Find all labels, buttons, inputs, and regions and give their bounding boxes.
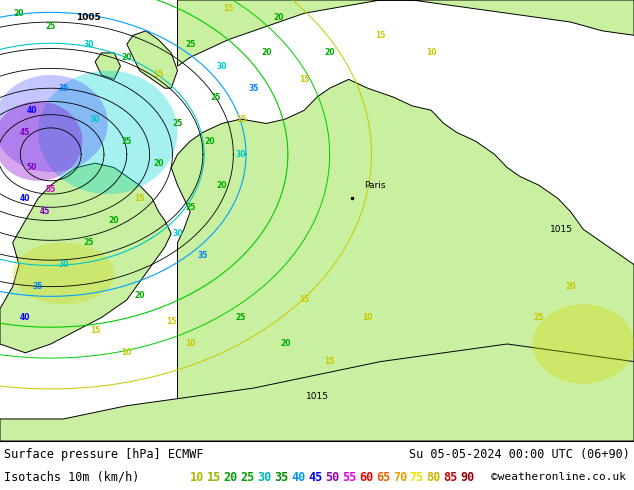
Text: 45: 45 bbox=[20, 128, 30, 137]
Polygon shape bbox=[178, 0, 634, 66]
Text: 20: 20 bbox=[325, 49, 335, 57]
Text: 45: 45 bbox=[39, 207, 49, 216]
Text: 80: 80 bbox=[427, 470, 441, 484]
Text: 10: 10 bbox=[185, 340, 195, 348]
Text: 25: 25 bbox=[241, 470, 255, 484]
Text: 15: 15 bbox=[153, 71, 164, 79]
Text: 25: 25 bbox=[172, 119, 183, 128]
Text: 30: 30 bbox=[84, 40, 94, 49]
Text: 75: 75 bbox=[410, 470, 424, 484]
Text: 10: 10 bbox=[122, 348, 132, 357]
Text: 1015: 1015 bbox=[306, 392, 328, 401]
Ellipse shape bbox=[533, 304, 634, 384]
Text: 15: 15 bbox=[207, 470, 221, 484]
Text: Isotachs 10m (km/h): Isotachs 10m (km/h) bbox=[4, 470, 139, 484]
Text: 15: 15 bbox=[223, 4, 233, 13]
Text: Su 05-05-2024 00:00 UTC (06+90): Su 05-05-2024 00:00 UTC (06+90) bbox=[409, 447, 630, 461]
Text: 60: 60 bbox=[359, 470, 373, 484]
Text: 10: 10 bbox=[190, 470, 204, 484]
Text: 25: 25 bbox=[84, 238, 94, 247]
Text: 25: 25 bbox=[185, 203, 195, 212]
Ellipse shape bbox=[0, 101, 82, 181]
Text: ©weatheronline.co.uk: ©weatheronline.co.uk bbox=[491, 472, 626, 482]
Text: 20: 20 bbox=[153, 159, 164, 168]
Text: 35: 35 bbox=[33, 282, 43, 291]
Text: 25: 25 bbox=[236, 313, 246, 322]
Text: 1015: 1015 bbox=[550, 225, 573, 234]
Text: 55: 55 bbox=[46, 185, 56, 194]
Text: 85: 85 bbox=[444, 470, 458, 484]
Text: 25: 25 bbox=[534, 313, 544, 322]
Text: 40: 40 bbox=[27, 106, 37, 115]
Text: 20: 20 bbox=[217, 181, 227, 190]
Text: 65: 65 bbox=[376, 470, 390, 484]
Text: 40: 40 bbox=[292, 470, 306, 484]
Text: 25: 25 bbox=[210, 93, 221, 101]
Polygon shape bbox=[0, 163, 171, 353]
Text: 90: 90 bbox=[460, 470, 475, 484]
Text: 30: 30 bbox=[257, 470, 272, 484]
Text: 20: 20 bbox=[566, 282, 576, 291]
Text: 40: 40 bbox=[20, 313, 30, 322]
Text: Surface pressure [hPa] ECMWF: Surface pressure [hPa] ECMWF bbox=[4, 447, 204, 461]
Text: 15: 15 bbox=[90, 326, 100, 335]
Text: 20: 20 bbox=[280, 340, 290, 348]
Text: 50: 50 bbox=[325, 470, 339, 484]
Text: 20: 20 bbox=[134, 291, 145, 300]
Text: 35: 35 bbox=[198, 251, 208, 260]
Text: 20: 20 bbox=[224, 470, 238, 484]
Text: 15: 15 bbox=[375, 31, 385, 40]
Text: 30: 30 bbox=[236, 150, 246, 159]
Polygon shape bbox=[0, 344, 634, 441]
Text: 25: 25 bbox=[46, 22, 56, 31]
Text: 30: 30 bbox=[58, 260, 68, 269]
Text: 45: 45 bbox=[308, 470, 323, 484]
Text: 20: 20 bbox=[204, 137, 214, 146]
Text: 15: 15 bbox=[236, 115, 246, 123]
Ellipse shape bbox=[38, 71, 178, 194]
Polygon shape bbox=[171, 79, 634, 441]
Text: 20: 20 bbox=[14, 9, 24, 18]
Ellipse shape bbox=[0, 75, 108, 172]
Text: 25: 25 bbox=[185, 40, 195, 49]
Polygon shape bbox=[95, 53, 120, 79]
Text: 30: 30 bbox=[217, 62, 227, 71]
Text: 35: 35 bbox=[275, 470, 288, 484]
Text: Paris: Paris bbox=[365, 181, 386, 190]
Polygon shape bbox=[127, 31, 178, 88]
Text: 35: 35 bbox=[58, 84, 68, 93]
Text: 35: 35 bbox=[249, 84, 259, 93]
Text: 15: 15 bbox=[299, 75, 309, 84]
Text: 40: 40 bbox=[20, 194, 30, 203]
Text: 25: 25 bbox=[122, 137, 132, 146]
Text: 15: 15 bbox=[166, 318, 176, 326]
Text: 70: 70 bbox=[393, 470, 407, 484]
Text: 20: 20 bbox=[109, 216, 119, 225]
Text: 15: 15 bbox=[134, 194, 145, 203]
Text: 10: 10 bbox=[363, 313, 373, 322]
Text: 30: 30 bbox=[172, 229, 183, 238]
Text: 20: 20 bbox=[274, 13, 284, 22]
Ellipse shape bbox=[13, 243, 114, 304]
Text: 50: 50 bbox=[27, 163, 37, 172]
Text: 15: 15 bbox=[325, 357, 335, 366]
Text: 20: 20 bbox=[122, 53, 132, 62]
Text: 15: 15 bbox=[299, 295, 309, 304]
Text: 55: 55 bbox=[342, 470, 356, 484]
Text: 20: 20 bbox=[261, 49, 271, 57]
Text: 1005: 1005 bbox=[76, 13, 101, 22]
Text: 30: 30 bbox=[90, 115, 100, 123]
Text: 10: 10 bbox=[426, 49, 436, 57]
